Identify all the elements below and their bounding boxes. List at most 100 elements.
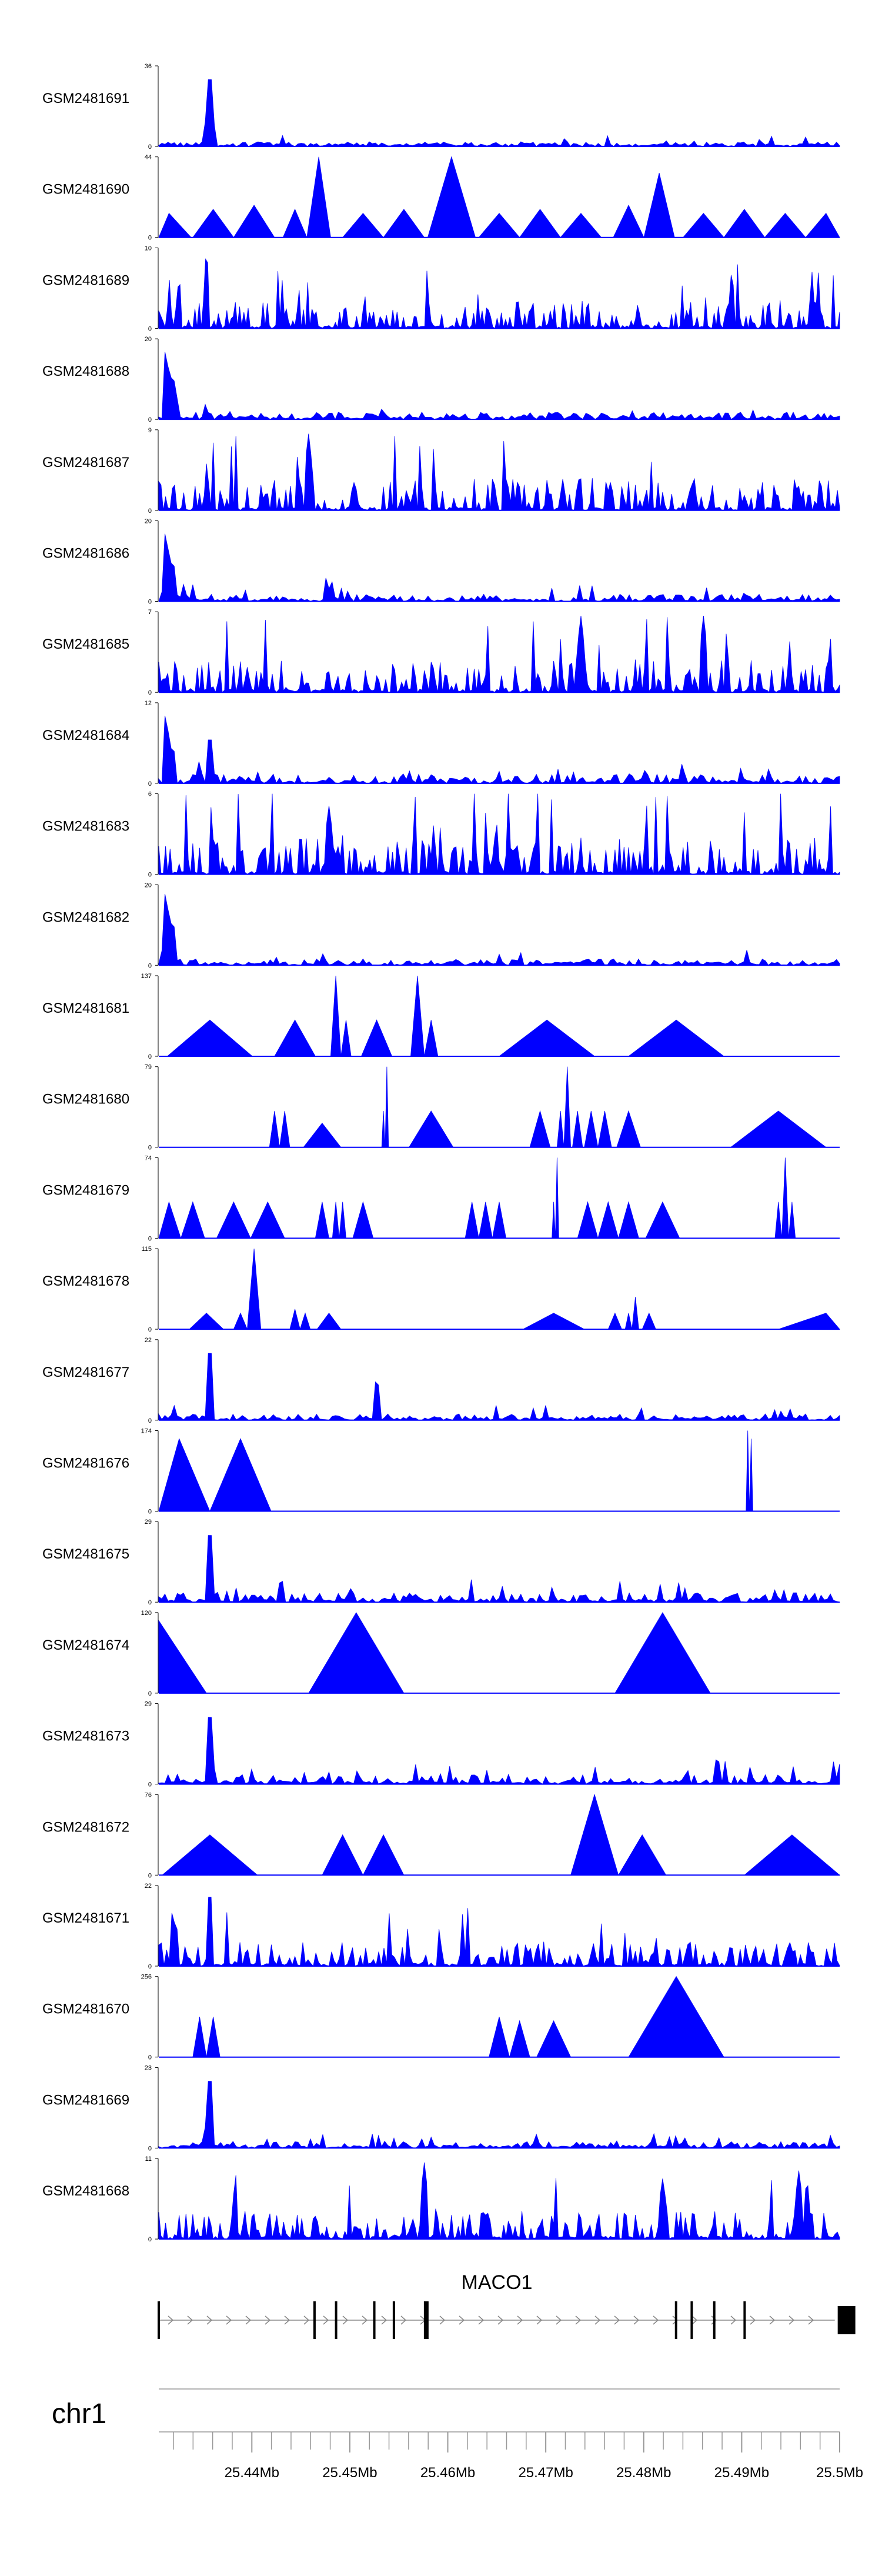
coverage-area <box>158 352 840 421</box>
strand-chevron <box>381 2315 387 2325</box>
track-label: GSM2481685 <box>42 636 129 652</box>
strand-chevron <box>265 2315 271 2325</box>
track-GSM2481680: GSM2481680 79 0 <box>42 1064 840 1152</box>
coverage-area <box>192 1976 724 2058</box>
y-tick-label-max: 74 <box>145 1154 152 1162</box>
y-tick-label-zero: 0 <box>148 144 152 151</box>
coverage-area <box>158 79 840 147</box>
strand-chevron <box>536 2315 543 2325</box>
y-tick-label-max: 22 <box>145 1883 152 1890</box>
track-label: GSM2481686 <box>42 546 129 562</box>
track-GSM2481672: GSM2481672 76 0 <box>42 1791 841 1879</box>
track-label: GSM2481673 <box>42 1729 129 1744</box>
y-tick-label-zero: 0 <box>148 1599 152 1606</box>
coverage-tracks: GSM2481691360GSM2481690440GSM2481689100G… <box>42 63 841 2243</box>
strand-chevron <box>226 2315 232 2325</box>
track-label: GSM2481672 <box>42 1819 129 1835</box>
y-tick-label-max: 29 <box>145 1519 152 1526</box>
coverage-area <box>189 1249 840 1330</box>
track-GSM2481677: GSM2481677 22 0 <box>42 1337 840 1424</box>
coverage-area <box>158 1157 796 1239</box>
coverage-area <box>158 715 840 784</box>
exon <box>423 2301 429 2339</box>
track-GSM2481684: GSM2481684 12 0 <box>42 700 840 788</box>
track-GSM2481674: GSM2481674 120 0 <box>42 1610 840 1697</box>
x-tick-label: 25.48Mb <box>616 2465 671 2481</box>
track-label: GSM2481679 <box>42 1182 129 1198</box>
gene-name-label: MACO1 <box>462 2271 533 2294</box>
exon <box>690 2301 693 2339</box>
track-label: GSM2481684 <box>42 728 129 743</box>
strand-chevron <box>808 2315 814 2325</box>
y-tick-label-zero: 0 <box>148 2236 152 2243</box>
strand-chevron <box>497 2315 504 2325</box>
strand-chevron <box>284 2315 290 2325</box>
track-label: GSM2481670 <box>42 2001 129 2017</box>
track-GSM2481682: GSM2481682 20 0 <box>42 882 840 969</box>
y-tick-label-max: 23 <box>145 2064 152 2071</box>
track-GSM2481679: GSM2481679 74 0 <box>42 1154 840 1242</box>
coverage-area <box>158 1535 840 1603</box>
y-tick-label-max: 79 <box>145 1064 152 1071</box>
strand-chevron <box>478 2315 485 2325</box>
strand-chevron <box>245 2315 252 2325</box>
strand-chevron <box>575 2315 582 2325</box>
strand-chevron <box>323 2315 329 2325</box>
strand-chevron <box>789 2315 795 2325</box>
track-label: GSM2481677 <box>42 1364 129 1380</box>
strand-chevron <box>672 2315 679 2325</box>
x-tick-label: 25.49Mb <box>714 2465 769 2481</box>
coverage-area <box>158 533 840 602</box>
y-tick-label-zero: 0 <box>148 599 152 606</box>
y-tick-label-zero: 0 <box>148 1872 152 1879</box>
coverage-area <box>158 1897 840 1967</box>
y-tick-label-zero: 0 <box>148 872 152 879</box>
y-tick-label-max: 115 <box>141 1246 152 1253</box>
x-tick-label: 25.45Mb <box>322 2465 377 2481</box>
y-tick-label-max: 29 <box>145 1701 152 1708</box>
y-tick-label-zero: 0 <box>148 780 152 788</box>
y-tick-label-zero: 0 <box>148 508 152 515</box>
track-GSM2481683: GSM2481683 6 0 <box>42 791 840 879</box>
coverage-area <box>158 2162 840 2240</box>
track-GSM2481673: GSM2481673 29 0 <box>42 1701 840 1788</box>
y-tick-label-max: 20 <box>145 336 152 343</box>
strand-chevron <box>206 2315 213 2325</box>
y-tick-label-zero: 0 <box>148 2054 152 2061</box>
exon <box>158 2301 160 2339</box>
exon <box>392 2301 395 2339</box>
x-tick-label: 25.46Mb <box>420 2465 475 2481</box>
y-tick-label-zero: 0 <box>148 1963 152 1970</box>
exon <box>837 2306 856 2334</box>
exon <box>674 2301 677 2339</box>
gene-model-track: MACO1 <box>158 2271 856 2339</box>
track-GSM2481668: GSM2481668 11 0 <box>42 2155 840 2243</box>
strand-chevron <box>556 2315 562 2325</box>
y-tick-label-max: 120 <box>141 1610 152 1617</box>
coverage-area <box>158 793 840 875</box>
coverage-area <box>269 1066 827 1148</box>
chromosome-label: chr1 <box>52 2398 106 2430</box>
strand-chevron <box>653 2315 659 2325</box>
y-tick-label-zero: 0 <box>148 1326 152 1333</box>
y-tick-label-max: 11 <box>145 2155 152 2163</box>
track-label: GSM2481676 <box>42 1456 129 1471</box>
y-tick-label-zero: 0 <box>148 1235 152 1242</box>
track-label: GSM2481671 <box>42 1910 129 1926</box>
exon <box>713 2301 716 2339</box>
track-label: GSM2481683 <box>42 819 129 835</box>
track-label: GSM2481691 <box>42 91 129 106</box>
coverage-area <box>158 1353 840 1421</box>
genome-axis-track: chr1 25.44Mb 25.45Mb 25.46Mb 25.47Mb 25.48Mb 2… <box>52 2388 863 2481</box>
strand-chevron <box>187 2315 193 2325</box>
y-tick-label-zero: 0 <box>148 1417 152 1424</box>
track-label: GSM2481674 <box>42 1637 129 1653</box>
coverage-area <box>158 156 840 239</box>
track-GSM2481690: GSM2481690 44 0 <box>42 154 840 242</box>
y-tick-label-zero: 0 <box>148 1053 152 1060</box>
y-tick-label-zero: 0 <box>148 235 152 242</box>
strand-chevron <box>769 2315 776 2325</box>
exon <box>335 2301 338 2339</box>
track-label: GSM2481680 <box>42 1092 129 1107</box>
